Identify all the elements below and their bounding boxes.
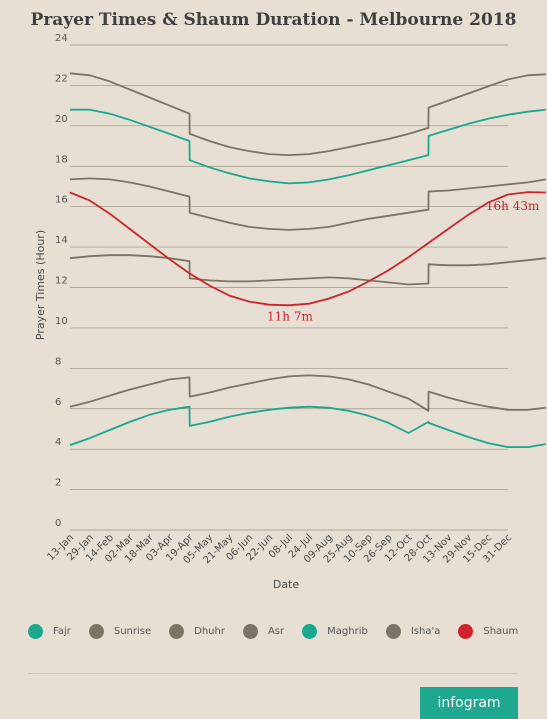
legend-item-sunrise[interactable]: Sunrise [88, 623, 152, 639]
y-tick-label: 24 [55, 33, 68, 44]
legend-item-maghrib[interactable]: Maghrib [302, 623, 368, 639]
y-tick-label: 10 [55, 316, 68, 327]
series-line-maghrib [70, 108, 546, 185]
legend-item-asr[interactable]: Asr [242, 623, 285, 639]
legend-swatch [169, 623, 185, 639]
y-tick-label: 14 [55, 235, 68, 246]
legend-swatch [302, 623, 318, 639]
series-line-ishaa [69, 72, 546, 156]
legend-label: Asr [267, 625, 285, 637]
legend-swatch [458, 623, 474, 639]
series-line-asr [69, 177, 546, 231]
y-tick-label: 4 [55, 437, 61, 448]
brand-label: infogram [437, 695, 501, 711]
legend-label: Isha'a [410, 625, 441, 637]
y-tick-label: 6 [55, 397, 61, 408]
legend: Fajr Sunrise Dhuhr Asr Maghrib Isha'a Shaum [28, 620, 528, 642]
annotations: 11h 7m 16h 43m [267, 199, 540, 323]
legend-swatch [385, 623, 401, 639]
y-tick-label: 18 [55, 154, 68, 165]
y-tick-label: 0 [55, 518, 61, 529]
y-tick-label: 20 [55, 114, 68, 125]
y-tick-label: 12 [55, 276, 68, 287]
series-line-dhuhr [69, 254, 546, 286]
legend-label: Sunrise [113, 625, 152, 637]
annotation-label: 16h 43m [486, 199, 540, 213]
series-lines [69, 72, 546, 448]
legend-label: Shaum [483, 625, 519, 637]
infogram-badge[interactable]: infogram [420, 687, 518, 719]
legend-swatch [28, 623, 43, 639]
y-tick-label: 8 [55, 356, 61, 367]
y-tick-label: 16 [55, 195, 68, 206]
y-axis-title: Prayer Times (Hour) [34, 230, 47, 340]
legend-label: Fajr [53, 625, 71, 637]
x-tick-labels: 13-Jan29-Jan14-Feb02-Mar18-Mar03-Apr19-A… [45, 532, 514, 567]
legend-item-shaum[interactable]: Shaum [458, 623, 519, 639]
y-tick-label: 22 [55, 73, 68, 84]
x-axis-title: Date [273, 578, 300, 591]
series-line-sunrise [69, 374, 546, 412]
legend-item-dhuhr[interactable]: Dhuhr [169, 623, 225, 639]
annotation-label: 11h 7m [267, 309, 313, 323]
series-line-shaum [69, 191, 546, 307]
legend-item-ishaa[interactable]: Isha'a [385, 623, 441, 639]
legend-swatch [88, 623, 104, 639]
y-tick-label: 2 [55, 478, 61, 489]
grid-lines [70, 44, 508, 531]
legend-label: Dhuhr [194, 625, 225, 637]
legend-swatch [242, 623, 258, 639]
chart-title: Prayer Times & Shaum Duration - Melbourn… [30, 10, 517, 30]
footer-divider [28, 673, 517, 674]
legend-item-fajr[interactable]: Fajr [28, 623, 71, 639]
series-line-fajr [69, 405, 546, 448]
legend-label: Maghrib [327, 625, 368, 637]
